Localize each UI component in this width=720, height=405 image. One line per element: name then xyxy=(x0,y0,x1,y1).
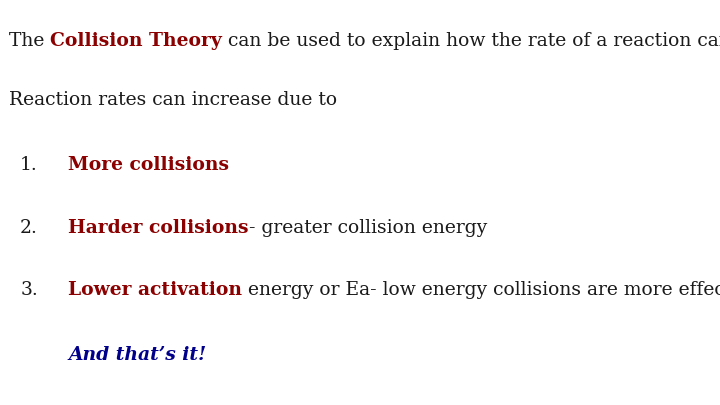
Text: Lower activation: Lower activation xyxy=(68,281,243,299)
Text: energy or Ea- low energy collisions are more effective.: energy or Ea- low energy collisions are … xyxy=(243,281,720,299)
Text: The: The xyxy=(9,32,50,50)
Text: Collision Theory: Collision Theory xyxy=(50,32,222,50)
Text: 1.: 1. xyxy=(20,156,38,174)
Text: More collisions: More collisions xyxy=(68,156,230,174)
Text: can be used to explain how the rate of a reaction can be changed.: can be used to explain how the rate of a… xyxy=(222,32,720,50)
Text: - greater collision energy: - greater collision energy xyxy=(249,219,487,237)
Text: 2.: 2. xyxy=(20,219,38,237)
Text: 3.: 3. xyxy=(20,281,38,299)
Text: Reaction rates can increase due to: Reaction rates can increase due to xyxy=(9,91,337,109)
Text: And that’s it!: And that’s it! xyxy=(68,346,207,364)
Text: Harder collisions: Harder collisions xyxy=(68,219,249,237)
